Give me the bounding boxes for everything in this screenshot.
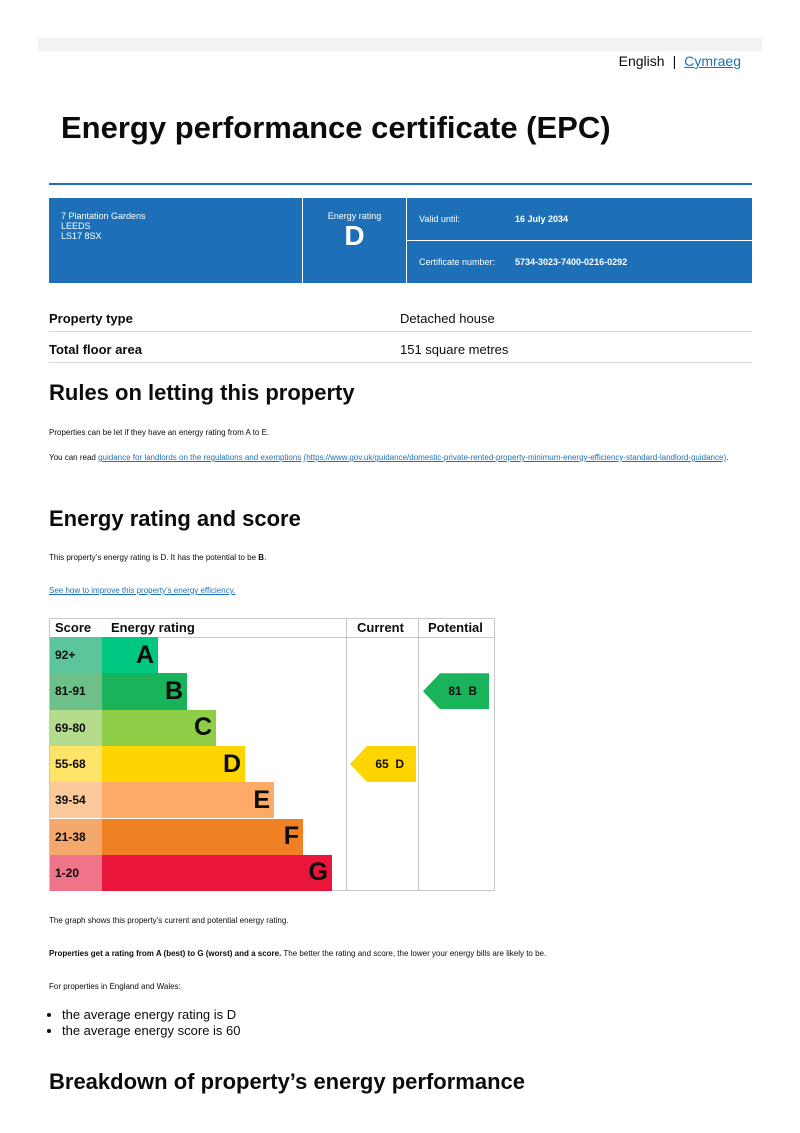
fact-row: Total floor area 151 square metres [49, 336, 752, 363]
rating-bar-e: E [102, 782, 274, 819]
score-band-g: 1-20 [50, 854, 102, 892]
epc-summary-panel: 7 Plantation Gardens LEEDS LS17 8SX Ener… [49, 198, 752, 283]
property-facts: Property type Detached house Total floor … [49, 305, 752, 367]
score-band-f: 21-38 [50, 818, 102, 855]
rating-bar-f: F [102, 818, 303, 855]
title-divider [49, 183, 752, 185]
energy-rating-chart: Score Energy rating Current Potential 92… [49, 618, 495, 892]
fact-label: Property type [49, 310, 133, 326]
letting-text: Properties can be let if they have an en… [49, 428, 270, 437]
fact-row: Property type Detached house [49, 305, 752, 332]
potential-rating-arrow: 81 B [423, 673, 489, 710]
list-item: the average energy rating is D [62, 1007, 241, 1023]
address-line: 7 Plantation Gardens [61, 211, 146, 221]
graph-note: The graph shows this property’s current … [49, 916, 289, 925]
score-band-b: 81-91 [50, 673, 102, 710]
breakdown-heading: Breakdown of property’s energy performan… [49, 1069, 525, 1094]
column-divider [346, 619, 347, 890]
score-band-a: 92+ [50, 637, 102, 674]
score-heading: Energy rating and score [49, 506, 301, 531]
guidance-url[interactable]: (https://www.gov.uk/guidance/domestic-pr… [303, 453, 727, 462]
list-item: the average energy score is 60 [62, 1023, 241, 1039]
address: 7 Plantation Gardens LEEDS LS17 8SX [49, 198, 303, 283]
rating-bar-a: A [102, 637, 158, 674]
column-divider [418, 619, 419, 890]
rating-bar-c: C [102, 709, 216, 746]
header-score: Score [55, 620, 92, 635]
letting-heading: Rules on letting this property [49, 380, 355, 405]
letting-guidance: You can read guidance for landlords on t… [49, 453, 729, 462]
score-band-e: 39-54 [50, 782, 102, 819]
rating-bar-b: B [102, 673, 187, 710]
address-postcode: LS17 8SX [61, 231, 102, 241]
rating-bar-d: D [102, 745, 245, 783]
average-intro: For properties in England and Wales: [49, 982, 181, 991]
language-english: English [618, 53, 665, 69]
page-title: Energy performance certificate (EPC) [61, 110, 611, 145]
score-band-d: 55-68 [50, 745, 102, 783]
current-rating-arrow: 65 D [350, 745, 416, 782]
average-list: the average energy rating is D the avera… [62, 1007, 241, 1039]
address-city: LEEDS [61, 221, 91, 231]
header-current: Current [357, 620, 404, 635]
score-band-c: 69-80 [50, 709, 102, 746]
improve-efficiency-link[interactable]: See how to improve this property’s energ… [49, 586, 236, 595]
header-divider [50, 637, 494, 638]
guidance-link[interactable]: guidance for landlords on the regulation… [98, 453, 302, 462]
valid-until-label: Valid until: [419, 214, 460, 224]
valid-until-value: 16 July 2034 [515, 214, 569, 224]
top-bar [38, 38, 762, 51]
fact-value: Detached house [400, 310, 495, 326]
certificate-number-label: Certificate number: [419, 257, 496, 267]
separator: | [672, 53, 677, 69]
rating-text: This property’s energy rating is D. It h… [49, 553, 267, 562]
fact-value: 151 square metres [400, 341, 509, 357]
certificate-number-value: 5734-3023-7400-0216-0292 [515, 257, 628, 267]
rating-bar-g: G [102, 854, 332, 892]
language-welsh-link[interactable]: Cymraeg [684, 53, 741, 69]
header-energy-rating: Energy rating [111, 620, 195, 635]
energy-rating-value: D [344, 220, 365, 251]
language-switcher: English | Cymraeg [619, 53, 741, 69]
energy-rating-box: Energy rating D [303, 198, 407, 283]
fact-label: Total floor area [49, 341, 142, 357]
energy-rating-label: Energy rating [327, 211, 382, 221]
rating-explanation: Properties get a rating from A (best) to… [49, 949, 547, 958]
header-potential: Potential [428, 620, 483, 635]
